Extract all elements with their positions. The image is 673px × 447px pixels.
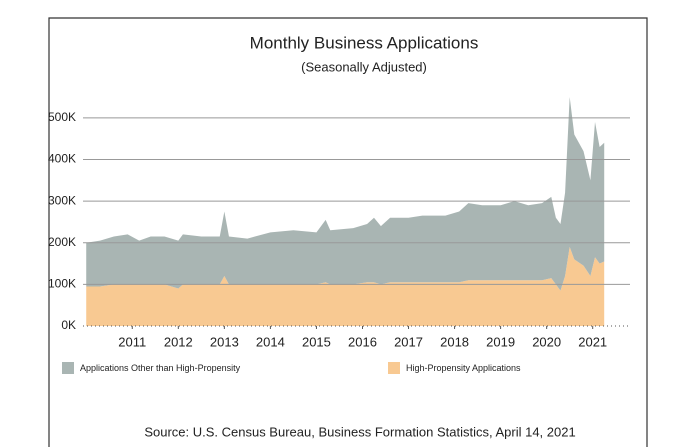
x-tick-label: 2017 bbox=[394, 334, 423, 349]
x-tick-label: 2021 bbox=[578, 334, 607, 349]
x-tick-label: 2018 bbox=[440, 334, 469, 349]
x-tick-label: 2012 bbox=[164, 334, 193, 349]
y-tick-label: 500K bbox=[48, 110, 76, 124]
x-tick-label: 2016 bbox=[348, 334, 377, 349]
source-note: Source: U.S. Census Bureau, Business For… bbox=[144, 424, 575, 439]
chart-title: Monthly Business Applications bbox=[250, 33, 479, 52]
x-tick-label: 2015 bbox=[302, 334, 331, 349]
y-tick-label: 0K bbox=[61, 318, 76, 332]
area bbox=[86, 97, 605, 291]
chart-subtitle: (Seasonally Adjusted) bbox=[301, 59, 427, 74]
legend-swatch bbox=[62, 362, 74, 374]
x-tick-label: 2014 bbox=[256, 334, 285, 349]
area bbox=[86, 246, 605, 326]
x-tick-label: 2020 bbox=[532, 334, 561, 349]
legend-label: Applications Other than High-Propensity bbox=[80, 363, 241, 373]
y-tick-label: 100K bbox=[48, 277, 76, 291]
x-tick-label: 2013 bbox=[210, 334, 239, 349]
y-tick-label: 300K bbox=[48, 193, 76, 207]
frame bbox=[48, 17, 648, 447]
y-tick-label: 200K bbox=[48, 235, 76, 249]
legend-swatch bbox=[388, 362, 400, 374]
legend-label: High-Propensity Applications bbox=[406, 363, 521, 373]
x-tick-label: 2011 bbox=[118, 334, 146, 349]
x-tick-label: 2019 bbox=[486, 334, 515, 349]
y-tick-label: 400K bbox=[48, 152, 76, 166]
